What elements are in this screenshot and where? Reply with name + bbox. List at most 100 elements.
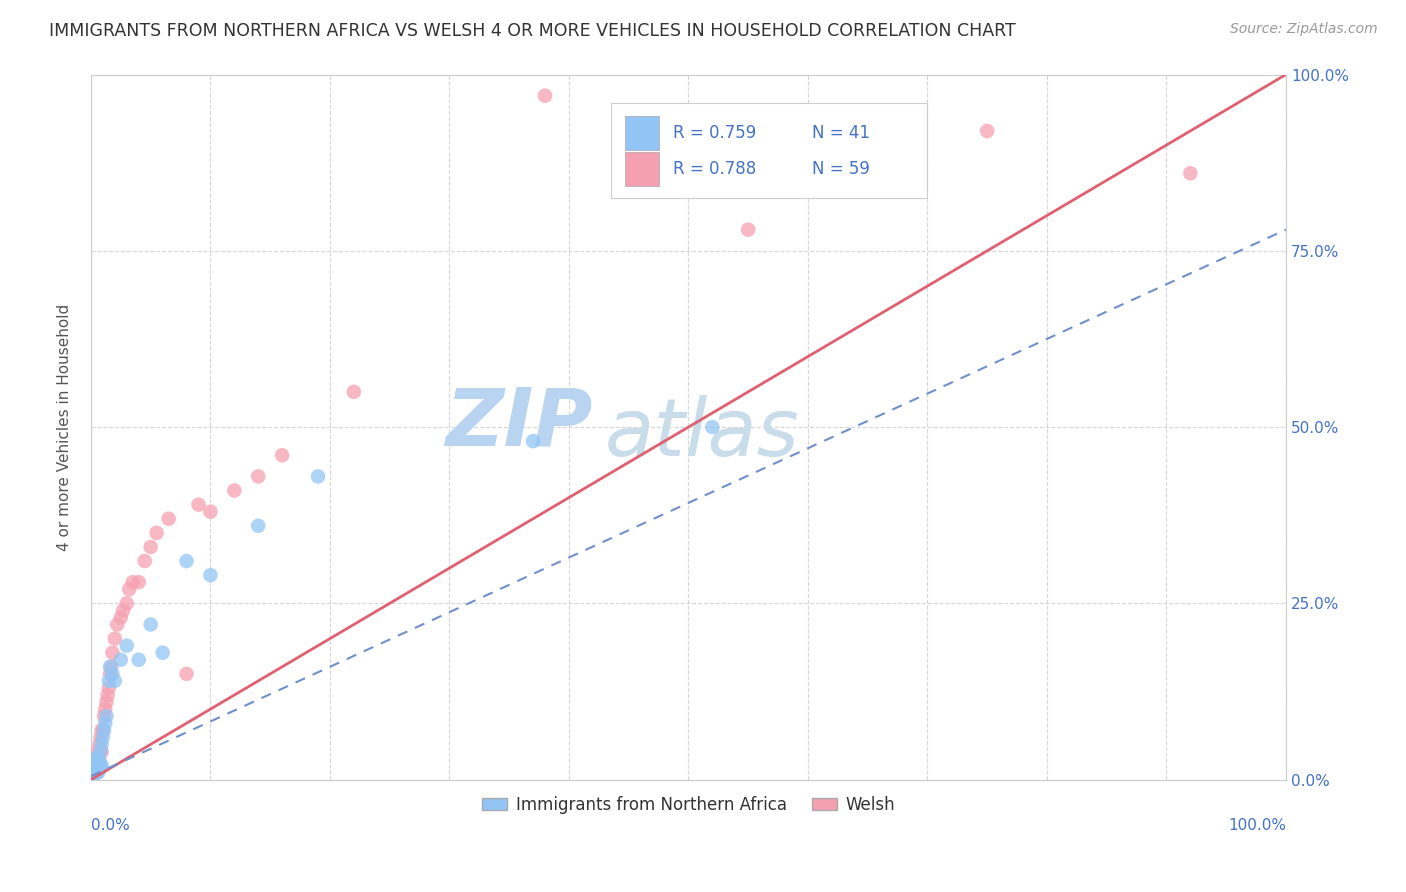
Point xyxy=(86,751,108,765)
Point xyxy=(152,646,174,660)
Point xyxy=(112,603,135,617)
Point xyxy=(89,737,111,751)
Point xyxy=(89,758,111,772)
Point xyxy=(82,765,104,780)
Text: atlas: atlas xyxy=(605,395,800,473)
Point xyxy=(128,575,150,590)
Point xyxy=(128,653,150,667)
Legend: Immigrants from Northern Africa, Welsh: Immigrants from Northern Africa, Welsh xyxy=(475,789,901,821)
Point xyxy=(94,716,117,731)
Text: 0.0%: 0.0% xyxy=(91,818,129,833)
Point xyxy=(83,765,105,780)
Point xyxy=(93,723,115,738)
FancyBboxPatch shape xyxy=(610,103,928,198)
Point xyxy=(104,673,127,688)
Text: Source: ZipAtlas.com: Source: ZipAtlas.com xyxy=(1230,22,1378,37)
Point xyxy=(83,765,105,780)
Point xyxy=(84,762,107,776)
Point xyxy=(82,765,104,780)
Point xyxy=(83,758,105,772)
Point xyxy=(115,596,138,610)
Point xyxy=(247,518,270,533)
Point xyxy=(91,723,114,738)
Text: N = 41: N = 41 xyxy=(811,124,869,142)
Point xyxy=(82,769,104,783)
Point xyxy=(200,505,222,519)
Point xyxy=(110,653,132,667)
Point xyxy=(139,617,162,632)
Point xyxy=(87,751,110,765)
Text: ZIP: ZIP xyxy=(446,384,593,463)
Point xyxy=(1180,166,1202,180)
Point xyxy=(247,469,270,483)
Point xyxy=(187,498,209,512)
Point xyxy=(105,617,128,632)
Point xyxy=(97,688,120,702)
Point xyxy=(115,639,138,653)
Point xyxy=(104,632,127,646)
Point xyxy=(139,540,162,554)
Point xyxy=(84,758,107,772)
Point xyxy=(101,646,124,660)
Point xyxy=(91,731,114,745)
Point xyxy=(534,88,557,103)
Point xyxy=(86,751,108,765)
Point xyxy=(86,758,108,772)
Point xyxy=(83,755,105,769)
Point xyxy=(84,758,107,772)
Point xyxy=(82,758,104,772)
Point xyxy=(176,666,198,681)
Point xyxy=(118,582,141,597)
Point xyxy=(94,702,117,716)
Point xyxy=(89,762,111,776)
Text: R = 0.759: R = 0.759 xyxy=(673,124,756,142)
Point xyxy=(97,681,120,695)
Point xyxy=(82,762,104,776)
Point xyxy=(145,525,167,540)
Point xyxy=(101,666,124,681)
Point xyxy=(90,737,112,751)
Point xyxy=(83,755,105,769)
Point xyxy=(98,666,121,681)
Point xyxy=(343,384,366,399)
Point xyxy=(82,762,104,776)
Point xyxy=(176,554,198,568)
Text: IMMIGRANTS FROM NORTHERN AFRICA VS WELSH 4 OR MORE VEHICLES IN HOUSEHOLD CORRELA: IMMIGRANTS FROM NORTHERN AFRICA VS WELSH… xyxy=(49,22,1017,40)
Point xyxy=(271,448,294,462)
Point xyxy=(87,758,110,772)
Point xyxy=(134,554,156,568)
Point xyxy=(87,765,110,780)
Point xyxy=(97,673,120,688)
Point xyxy=(83,762,105,776)
Point xyxy=(157,512,180,526)
Point xyxy=(82,762,104,776)
Point xyxy=(84,765,107,780)
Point xyxy=(89,744,111,758)
Point xyxy=(84,751,107,765)
Point xyxy=(976,124,998,138)
Point xyxy=(90,723,112,738)
Point xyxy=(224,483,246,498)
Point xyxy=(86,765,108,780)
Point xyxy=(82,769,104,783)
Point xyxy=(737,222,759,236)
Point xyxy=(90,758,112,772)
FancyBboxPatch shape xyxy=(626,116,658,150)
Point xyxy=(110,610,132,624)
Text: 100.0%: 100.0% xyxy=(1227,818,1286,833)
Point xyxy=(89,744,111,758)
Point xyxy=(96,695,118,709)
Point xyxy=(90,744,112,758)
Point xyxy=(98,660,121,674)
Point xyxy=(83,758,105,772)
Point xyxy=(200,568,222,582)
FancyBboxPatch shape xyxy=(626,153,658,186)
Point xyxy=(89,731,111,745)
Text: N = 59: N = 59 xyxy=(811,161,869,178)
Point xyxy=(87,758,110,772)
Point xyxy=(522,434,544,449)
Point xyxy=(82,765,104,780)
Point xyxy=(84,762,107,776)
Point xyxy=(93,709,115,723)
Point xyxy=(96,709,118,723)
